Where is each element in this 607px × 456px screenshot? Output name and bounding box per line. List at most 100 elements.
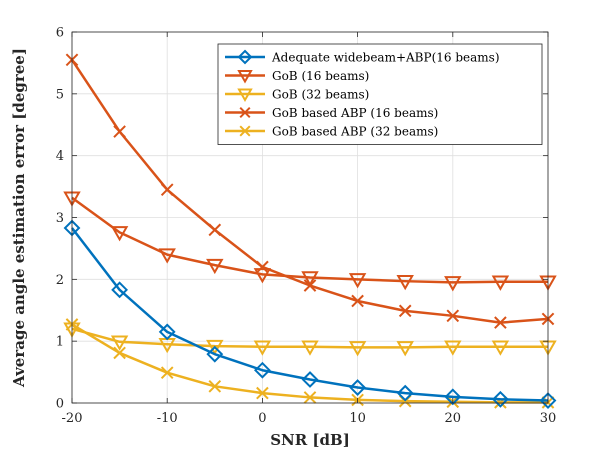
data-series [63, 53, 557, 409]
x-axis-label: SNR [dB] [270, 431, 350, 449]
diamond-marker [237, 49, 253, 65]
data-point [491, 390, 509, 408]
data-point [348, 341, 367, 357]
x-marker-stroke [239, 125, 251, 137]
x-tick-label: 20 [445, 411, 462, 426]
diamond-marker [158, 323, 176, 341]
y-axis-label: Average angle estimation error [degree] [10, 48, 28, 388]
data-point [113, 125, 126, 138]
series-line [71, 227, 549, 402]
x-tick-label: 10 [349, 411, 366, 426]
x-marker-stroke [351, 294, 364, 308]
x-marker-stroke [398, 304, 412, 318]
y-tick-label: 2 [56, 273, 64, 288]
data-point [444, 340, 462, 356]
x-marker-stroke [239, 106, 251, 119]
data-point [301, 371, 319, 388]
y-tick-label: 4 [56, 149, 64, 164]
triangle-marker [396, 274, 414, 291]
legend-label: Adequate widebeam+ABP(16 beams) [271, 51, 500, 65]
x-marker-stroke [160, 183, 174, 196]
data-point [160, 183, 174, 196]
data-point [208, 223, 222, 237]
y-tick-label: 0 [56, 397, 64, 412]
legend-label: GoB (32 beams) [272, 88, 369, 102]
data-point [253, 268, 272, 284]
data-point [396, 341, 414, 357]
data-point [539, 392, 557, 409]
triangle-marker [348, 273, 367, 289]
data-point [396, 384, 414, 402]
legend-entry: Adequate widebeam+ABP(16 beams) [225, 49, 500, 65]
x-tick-label: -10 [157, 411, 178, 426]
triangle-marker [491, 275, 510, 291]
x-marker-stroke [494, 316, 507, 329]
triangle-marker [158, 248, 176, 264]
triangle-marker [206, 258, 224, 275]
legend-label: GoB based ABP (32 beams) [272, 125, 438, 139]
data-point [446, 309, 460, 323]
data-point [256, 260, 269, 274]
x-marker-stroke [303, 391, 317, 404]
diamond-marker [396, 384, 414, 402]
diamond-marker [491, 390, 509, 408]
x-marker-stroke [113, 125, 126, 138]
data-point [398, 304, 412, 318]
triangle-marker [301, 271, 319, 287]
data-point [253, 340, 272, 356]
data-point [253, 361, 271, 379]
data-point [158, 323, 176, 341]
x-marker-stroke [113, 346, 126, 360]
triangle-marker [253, 268, 272, 284]
y-tick-label: 3 [56, 211, 64, 226]
legend-entry: GoB based ABP (32 beams) [225, 125, 438, 139]
data-point [491, 275, 510, 291]
diamond-marker [253, 361, 271, 379]
data-point [208, 379, 222, 393]
data-point [444, 388, 462, 406]
triangle-marker [301, 340, 319, 356]
triangle-marker [396, 341, 414, 357]
legend-box [217, 43, 543, 145]
triangle-marker [110, 335, 129, 351]
x-marker-stroke [256, 386, 269, 400]
legend: Adequate widebeam+ABP(16 beams) GoB (16 b… [217, 43, 543, 145]
x-tick-label: 30 [540, 411, 557, 426]
legend-entry: GoB based ABP (16 beams) [225, 106, 438, 120]
series-line [71, 196, 548, 284]
data-point [351, 294, 364, 308]
diamond-marker [444, 388, 462, 406]
data-point [113, 346, 126, 360]
data-point [160, 366, 174, 380]
triangle-marker [444, 276, 462, 292]
data-point [396, 274, 414, 291]
data-point [256, 386, 269, 400]
data-point [158, 248, 176, 264]
x-marker-stroke [256, 260, 269, 274]
x-marker-stroke [208, 379, 222, 393]
triangle-marker [491, 340, 510, 356]
data-point [301, 271, 319, 287]
data-point [206, 345, 224, 363]
data-point [348, 273, 367, 289]
series-line [71, 327, 548, 349]
data-point [110, 335, 129, 351]
y-tick-label: 1 [56, 335, 64, 350]
diamond-marker [206, 345, 224, 363]
diamond-marker [111, 281, 129, 299]
data-point [491, 340, 510, 356]
x-marker-stroke [446, 309, 460, 323]
data-point [349, 379, 367, 396]
triangle-marker [444, 340, 462, 356]
x-marker-stroke [208, 223, 222, 237]
data-point [494, 316, 507, 329]
legend-entry: GoB (16 beams) [225, 69, 369, 84]
y-tick-label: 6 [56, 26, 64, 41]
triangle-marker [237, 70, 253, 84]
axis-ticks: -20 -10 0 10 20 30 0 1 2 3 4 5 6 [56, 26, 557, 427]
legend-entry: GoB (32 beams) [225, 88, 369, 103]
triangle-marker [253, 340, 272, 356]
diamond-marker [539, 392, 557, 409]
diamond-marker [301, 371, 319, 388]
